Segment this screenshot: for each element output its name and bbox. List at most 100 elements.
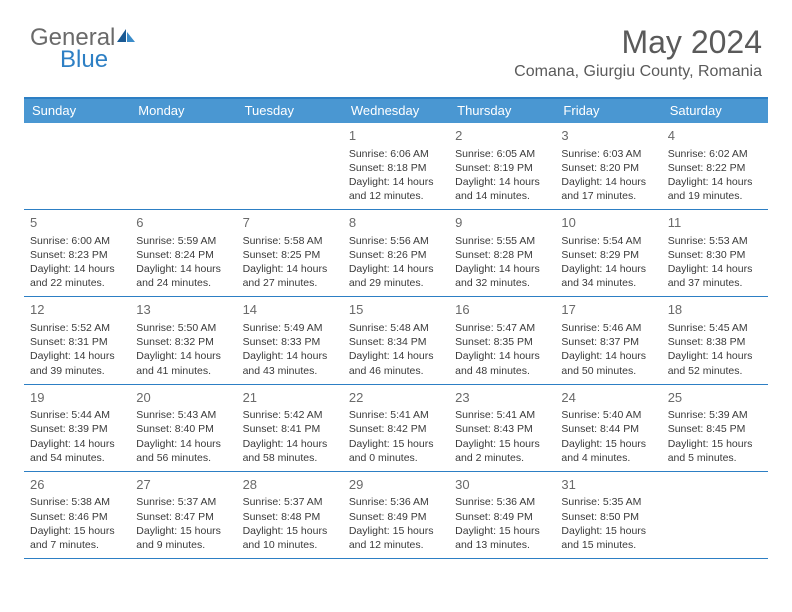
day-cell — [24, 123, 130, 209]
day-cell: 17Sunrise: 5:46 AMSunset: 8:37 PMDayligh… — [555, 297, 661, 383]
day-cell — [662, 472, 768, 558]
day-number: 24 — [561, 389, 655, 407]
day-cell — [130, 123, 236, 209]
day-number: 5 — [30, 214, 124, 232]
day-cell: 27Sunrise: 5:37 AMSunset: 8:47 PMDayligh… — [130, 472, 236, 558]
day-info: Sunrise: 5:47 AMSunset: 8:35 PMDaylight:… — [455, 321, 549, 378]
day-number: 12 — [30, 301, 124, 319]
day-number: 26 — [30, 476, 124, 494]
day-info: Sunrise: 5:41 AMSunset: 8:43 PMDaylight:… — [455, 408, 549, 465]
day-cell: 29Sunrise: 5:36 AMSunset: 8:49 PMDayligh… — [343, 472, 449, 558]
day-number: 30 — [455, 476, 549, 494]
day-cell: 7 Sunrise: 5:58 AMSunset: 8:25 PMDaylight… — [237, 210, 343, 296]
logo-blue: Blue — [60, 46, 138, 74]
day-number: 13 — [136, 301, 230, 319]
day-number: 2 — [455, 127, 549, 145]
day-number: 22 — [349, 389, 443, 407]
day-info: Sunrise: 5:37 AMSunset: 8:47 PMDaylight:… — [136, 495, 230, 552]
dow-cell: Thursday — [449, 99, 555, 123]
day-cell: 1 Sunrise: 6:06 AMSunset: 8:18 PMDaylight… — [343, 123, 449, 209]
day-number: 16 — [455, 301, 549, 319]
day-info: Sunrise: 6:02 AMSunset: 8:22 PMDaylight:… — [668, 147, 762, 204]
day-number: 8 — [349, 214, 443, 232]
dow-cell: Monday — [130, 99, 236, 123]
day-cell: 8Sunrise: 5:56 AMSunset: 8:26 PMDaylight… — [343, 210, 449, 296]
day-info: Sunrise: 5:59 AMSunset: 8:24 PMDaylight:… — [136, 234, 230, 291]
day-cell: 19Sunrise: 5:44 AMSunset: 8:39 PMDayligh… — [24, 385, 130, 471]
day-number: 1 — [349, 127, 443, 145]
day-number: 20 — [136, 389, 230, 407]
day-number: 7 — [243, 214, 337, 232]
day-number: 6 — [136, 214, 230, 232]
day-cell: 10 Sunrise: 5:54 AMSunset: 8:29 PMDayligh… — [555, 210, 661, 296]
day-cell: 18 Sunrise: 5:45 AMSunset: 8:38 PMDayligh… — [662, 297, 768, 383]
day-number: 18 — [668, 301, 762, 319]
day-cell: 28Sunrise: 5:37 AMSunset: 8:48 PMDayligh… — [237, 472, 343, 558]
month-title: May 2024 — [514, 24, 762, 61]
day-info: Sunrise: 5:46 AMSunset: 8:37 PMDaylight:… — [561, 321, 655, 378]
day-info: Sunrise: 5:44 AMSunset: 8:39 PMDaylight:… — [30, 408, 124, 465]
day-cell: 2 Sunrise: 6:05 AMSunset: 8:19 PMDaylight… — [449, 123, 555, 209]
day-cell: 26Sunrise: 5:38 AMSunset: 8:46 PMDayligh… — [24, 472, 130, 558]
day-cell: 24Sunrise: 5:40 AMSunset: 8:44 PMDayligh… — [555, 385, 661, 471]
header: GeneralBlue May 2024 Comana, Giurgiu Count… — [0, 0, 792, 89]
day-cell: 22Sunrise: 5:41 AMSunset: 8:42 PMDayligh… — [343, 385, 449, 471]
day-cell: 13 Sunrise: 5:50 AMSunset: 8:32 PMDayligh… — [130, 297, 236, 383]
day-number: 25 — [668, 389, 762, 407]
day-number: 27 — [136, 476, 230, 494]
day-cell: 16 Sunrise: 5:47 AMSunset: 8:35 PMDayligh… — [449, 297, 555, 383]
day-info: Sunrise: 6:00 AMSunset: 8:23 PMDaylight:… — [30, 234, 124, 291]
day-number: 10 — [561, 214, 655, 232]
day-info: Sunrise: 6:05 AMSunset: 8:19 PMDaylight:… — [455, 147, 549, 204]
day-info: Sunrise: 5:50 AMSunset: 8:32 PMDaylight:… — [136, 321, 230, 378]
day-info: Sunrise: 5:35 AMSunset: 8:50 PMDaylight:… — [561, 495, 655, 552]
title-block: May 2024 Comana, Giurgiu County, Romania — [514, 24, 762, 81]
day-number: 9 — [455, 214, 549, 232]
day-info: Sunrise: 5:45 AMSunset: 8:38 PMDaylight:… — [668, 321, 762, 378]
day-cell: 20Sunrise: 5:43 AMSunset: 8:40 PMDayligh… — [130, 385, 236, 471]
day-number: 28 — [243, 476, 337, 494]
day-info: Sunrise: 6:06 AMSunset: 8:18 PMDaylight:… — [349, 147, 443, 204]
day-cell: 23Sunrise: 5:41 AMSunset: 8:43 PMDayligh… — [449, 385, 555, 471]
week-row: 19Sunrise: 5:44 AMSunset: 8:39 PMDayligh… — [24, 385, 768, 472]
day-cell: 11Sunrise: 5:53 AMSunset: 8:30 PMDayligh… — [662, 210, 768, 296]
weeks-container: 1 Sunrise: 6:06 AMSunset: 8:18 PMDaylight… — [24, 123, 768, 559]
dow-cell: Saturday — [662, 99, 768, 123]
day-info: Sunrise: 5:36 AMSunset: 8:49 PMDaylight:… — [455, 495, 549, 552]
day-number: 3 — [561, 127, 655, 145]
dow-cell: Tuesday — [237, 99, 343, 123]
day-info: Sunrise: 5:52 AMSunset: 8:31 PMDaylight:… — [30, 321, 124, 378]
location: Comana, Giurgiu County, Romania — [514, 63, 762, 81]
dow-cell: Wednesday — [343, 99, 449, 123]
day-info: Sunrise: 6:03 AMSunset: 8:20 PMDaylight:… — [561, 147, 655, 204]
day-cell: 5 Sunrise: 6:00 AMSunset: 8:23 PMDaylight… — [24, 210, 130, 296]
day-number: 15 — [349, 301, 443, 319]
day-of-week-row: SundayMondayTuesdayWednesdayThursdayFrid… — [24, 99, 768, 123]
week-row: 12 Sunrise: 5:52 AMSunset: 8:31 PMDayligh… — [24, 297, 768, 384]
week-row: 1 Sunrise: 6:06 AMSunset: 8:18 PMDaylight… — [24, 123, 768, 210]
day-cell: 4Sunrise: 6:02 AMSunset: 8:22 PMDaylight… — [662, 123, 768, 209]
day-info: Sunrise: 5:54 AMSunset: 8:29 PMDaylight:… — [561, 234, 655, 291]
logo: GeneralBlue — [30, 24, 138, 74]
day-info: Sunrise: 5:55 AMSunset: 8:28 PMDaylight:… — [455, 234, 549, 291]
day-info: Sunrise: 5:37 AMSunset: 8:48 PMDaylight:… — [243, 495, 337, 552]
day-info: Sunrise: 5:48 AMSunset: 8:34 PMDaylight:… — [349, 321, 443, 378]
day-cell: 9 Sunrise: 5:55 AMSunset: 8:28 PMDaylight… — [449, 210, 555, 296]
day-info: Sunrise: 5:53 AMSunset: 8:30 PMDaylight:… — [668, 234, 762, 291]
day-cell: 14Sunrise: 5:49 AMSunset: 8:33 PMDayligh… — [237, 297, 343, 383]
day-number: 31 — [561, 476, 655, 494]
day-cell: 12 Sunrise: 5:52 AMSunset: 8:31 PMDayligh… — [24, 297, 130, 383]
day-info: Sunrise: 5:43 AMSunset: 8:40 PMDaylight:… — [136, 408, 230, 465]
day-info: Sunrise: 5:58 AMSunset: 8:25 PMDaylight:… — [243, 234, 337, 291]
dow-cell: Sunday — [24, 99, 130, 123]
day-info: Sunrise: 5:36 AMSunset: 8:49 PMDaylight:… — [349, 495, 443, 552]
day-info: Sunrise: 5:41 AMSunset: 8:42 PMDaylight:… — [349, 408, 443, 465]
dow-cell: Friday — [555, 99, 661, 123]
day-cell: 6 Sunrise: 5:59 AMSunset: 8:24 PMDaylight… — [130, 210, 236, 296]
day-cell: 15 Sunrise: 5:48 AMSunset: 8:34 PMDayligh… — [343, 297, 449, 383]
day-info: Sunrise: 5:40 AMSunset: 8:44 PMDaylight:… — [561, 408, 655, 465]
week-row: 26Sunrise: 5:38 AMSunset: 8:46 PMDayligh… — [24, 472, 768, 559]
day-cell: 21Sunrise: 5:42 AMSunset: 8:41 PMDayligh… — [237, 385, 343, 471]
day-info: Sunrise: 5:39 AMSunset: 8:45 PMDaylight:… — [668, 408, 762, 465]
day-cell: 25Sunrise: 5:39 AMSunset: 8:45 PMDayligh… — [662, 385, 768, 471]
